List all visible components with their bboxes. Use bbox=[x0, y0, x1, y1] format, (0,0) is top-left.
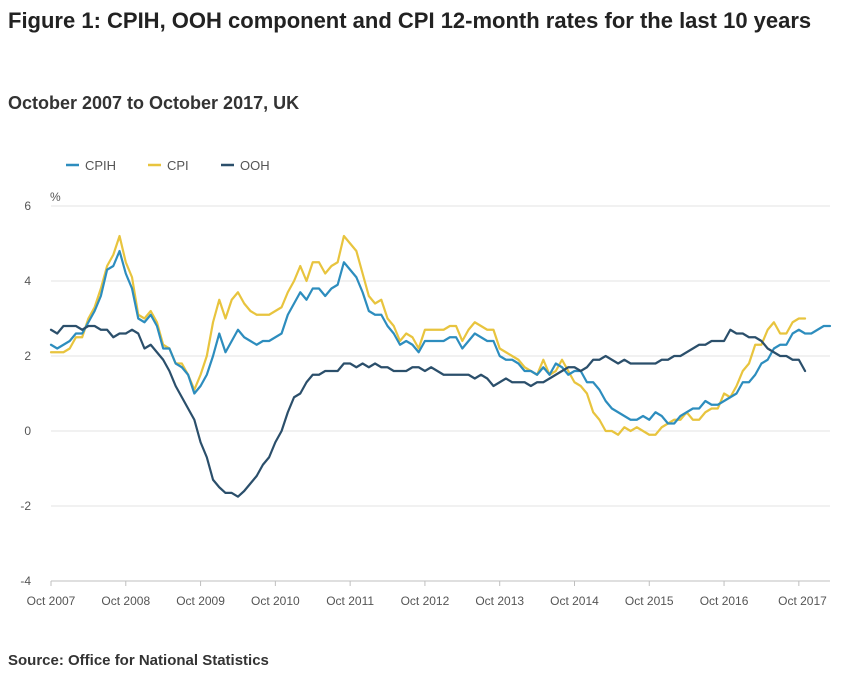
series-line-cpih bbox=[49, 249, 832, 425]
x-tick-label: Oct 2012 bbox=[401, 594, 450, 608]
x-tick-label: Oct 2015 bbox=[625, 594, 674, 608]
x-tick-label: Oct 2008 bbox=[101, 594, 150, 608]
x-tick-label: Oct 2010 bbox=[251, 594, 300, 608]
legend-label: OOH bbox=[240, 158, 270, 173]
x-tick-label: Oct 2011 bbox=[326, 594, 374, 608]
x-tick-label: Oct 2016 bbox=[700, 594, 749, 608]
legend-label: CPI bbox=[167, 158, 189, 173]
x-tick-label: Oct 2013 bbox=[475, 594, 524, 608]
chart-subtitle: October 2007 to October 2017, UK bbox=[8, 93, 300, 113]
legend-item-cpi[interactable]: CPI bbox=[148, 158, 189, 173]
y-tick-label: 4 bbox=[24, 274, 31, 288]
y-axis-ticks: -4 -2 0 2 4 6 bbox=[20, 199, 31, 588]
x-tick-label: Oct 2017 bbox=[778, 594, 827, 608]
y-tick-label: 0 bbox=[24, 424, 31, 438]
series-lines bbox=[49, 234, 832, 498]
y-tick-label: -2 bbox=[20, 499, 31, 513]
series-line-cpi bbox=[49, 234, 807, 436]
legend-item-cpih[interactable]: CPIH bbox=[66, 158, 116, 173]
chart-title: Figure 1: CPIH, OOH component and CPI 12… bbox=[8, 8, 812, 33]
chart-legend[interactable]: CPIH CPI OOH bbox=[66, 158, 270, 173]
series-line-ooh bbox=[49, 324, 807, 498]
y-tick-label: -4 bbox=[20, 574, 31, 588]
y-axis-unit-label: % bbox=[50, 190, 61, 204]
legend-label: CPIH bbox=[85, 158, 116, 173]
y-gridlines bbox=[51, 205, 830, 507]
x-tick-label: Oct 2014 bbox=[550, 594, 599, 608]
y-tick-label: 2 bbox=[24, 349, 31, 363]
legend-item-ooh[interactable]: OOH bbox=[221, 158, 270, 173]
y-tick-label: 6 bbox=[24, 199, 31, 213]
x-tick-label: Oct 2007 bbox=[27, 594, 76, 608]
source-note: Source: Office for National Statistics bbox=[8, 652, 269, 669]
x-tick-label: Oct 2009 bbox=[176, 594, 225, 608]
x-axis-ticks: Oct 2007 Oct 2008 Oct 2009 Oct 2010 Oct 2011… bbox=[27, 581, 827, 608]
